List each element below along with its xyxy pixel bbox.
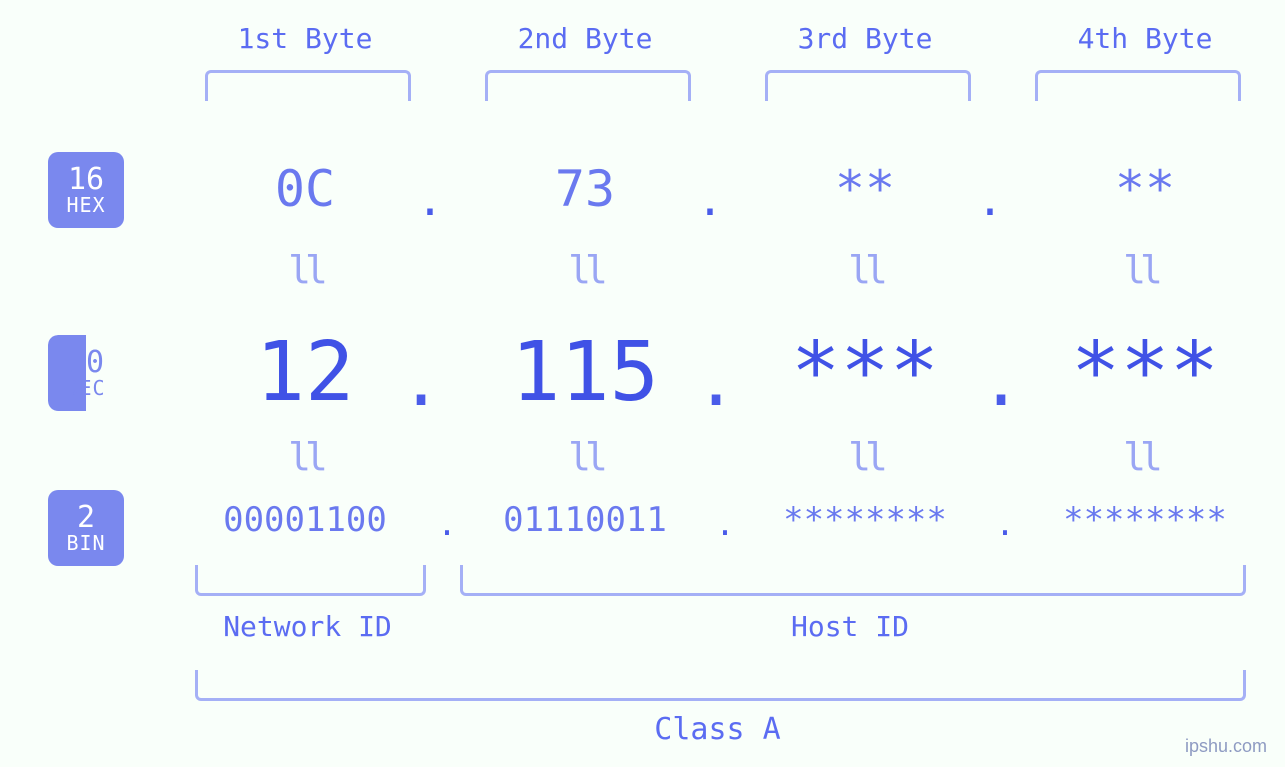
byte-bracket-3 [765, 70, 971, 101]
byte-header-2: 2nd Byte [455, 22, 715, 55]
dec-dot-3: . [980, 340, 1010, 422]
host-id-label: Host ID [460, 610, 1240, 643]
equals-icon: ll [845, 248, 885, 292]
hex-base-number: 16 [68, 164, 104, 196]
class-label: Class A [195, 712, 1240, 747]
hex-base-label: HEX [66, 195, 105, 216]
bin-byte-2: 01110011 [455, 500, 715, 540]
byte-header-1: 1st Byte [175, 22, 435, 55]
network-id-label: Network ID [195, 610, 420, 643]
hex-dot-3: . [975, 175, 1005, 226]
hex-badge: 16 HEX [48, 152, 124, 228]
bin-dot-1: . [432, 505, 462, 543]
hex-dot-1: . [415, 175, 445, 226]
dec-byte-1: 12 [175, 325, 435, 420]
hex-byte-3: ** [735, 160, 995, 218]
dec-badge: 10 DEC 10 DEC [48, 335, 124, 411]
equals-icon: ll [1120, 248, 1160, 292]
byte-bracket-2 [485, 70, 691, 101]
byte-header-3: 3rd Byte [735, 22, 995, 55]
dec-byte-2: 115 [455, 325, 715, 420]
dec-dot-2: . [695, 340, 725, 422]
bin-badge: 2 BIN [48, 490, 124, 566]
byte-bracket-1 [205, 70, 411, 101]
hex-byte-2: 73 [455, 160, 715, 218]
dec-byte-4: *** [1015, 325, 1275, 420]
equals-icon: ll [565, 248, 605, 292]
equals-icon: ll [565, 435, 605, 479]
byte-header-4: 4th Byte [1015, 22, 1275, 55]
byte-bracket-4 [1035, 70, 1241, 101]
equals-icon: ll [845, 435, 885, 479]
bin-dot-3: . [990, 505, 1020, 543]
watermark: ipshu.com [1185, 736, 1267, 757]
equals-icon: ll [285, 248, 325, 292]
bin-byte-1: 00001100 [175, 500, 435, 540]
bin-base-number: 2 [77, 502, 95, 534]
hex-byte-4: ** [1015, 160, 1275, 218]
dec-byte-3: *** [735, 325, 995, 420]
equals-icon: ll [1120, 435, 1160, 479]
hex-dot-2: . [695, 175, 725, 226]
equals-icon: ll [285, 435, 325, 479]
bin-byte-4: ******** [1015, 500, 1275, 540]
host-bracket [460, 565, 1246, 596]
hex-byte-1: 0C [175, 160, 435, 218]
bin-dot-2: . [710, 505, 740, 543]
ip-address-diagram: 1st Byte 2nd Byte 3rd Byte 4th Byte 16 H… [0, 0, 1285, 767]
class-bracket [195, 670, 1246, 701]
dec-dot-1: . [400, 340, 430, 422]
bin-byte-3: ******** [735, 500, 995, 540]
network-bracket [195, 565, 426, 596]
bin-base-label: BIN [66, 533, 105, 554]
